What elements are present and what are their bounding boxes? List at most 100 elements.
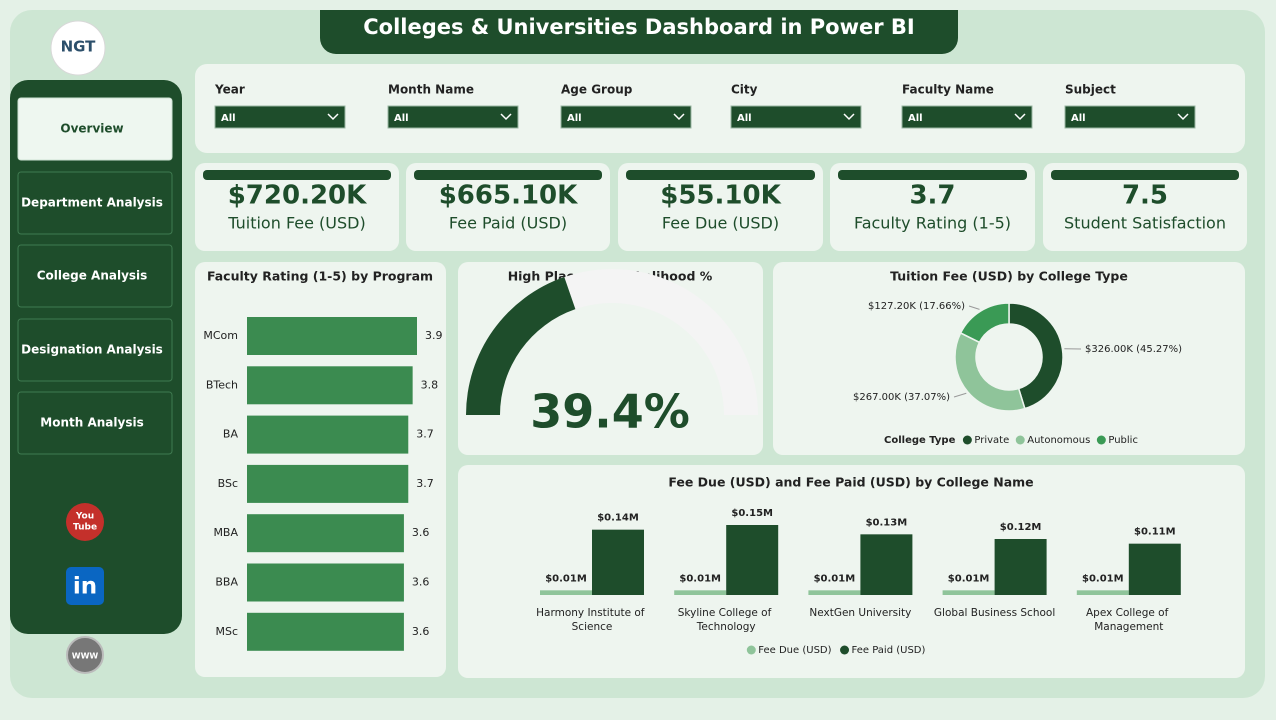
filter-value: All: [908, 113, 923, 124]
category-label: Apex College of Management: [1086, 607, 1172, 633]
gauge-value: [466, 277, 576, 415]
data-label: $0.01M: [1082, 573, 1124, 584]
data-label: $0.12M: [1000, 522, 1042, 533]
filter-value: All: [221, 113, 236, 124]
web-text: WWW: [72, 652, 99, 661]
category-label: BA: [223, 428, 239, 441]
data-label: 3.6: [412, 576, 430, 589]
gauge-label: 39.4%: [530, 385, 690, 439]
data-label: $0.01M: [948, 573, 990, 584]
chevron: [327, 113, 339, 121]
kpi-value: 7.5: [1122, 181, 1168, 211]
filter-value: All: [567, 113, 582, 124]
bar: [592, 529, 644, 595]
kpi-strip: [414, 170, 602, 180]
leader-line: [968, 305, 980, 310]
bar: [247, 612, 404, 651]
nav-label: Designation Analysis: [21, 343, 163, 357]
kpi-value: $720.20K: [228, 181, 367, 211]
logo: [50, 20, 106, 76]
data-label: $326.00K (45.27%): [1085, 344, 1182, 355]
chevron: [673, 113, 685, 121]
filter-dropdown[interactable]: [387, 105, 519, 129]
youtube-text: Tube: [73, 523, 97, 533]
chevron: [500, 113, 512, 121]
nav-button[interactable]: [17, 244, 173, 308]
data-label: 3.6: [412, 526, 430, 539]
bar: [247, 514, 404, 553]
web-icon[interactable]: [66, 636, 104, 674]
data-label: 3.9: [425, 329, 443, 342]
legend-label: Autonomous: [1027, 435, 1090, 446]
data-label: $0.01M: [814, 573, 856, 584]
data-label: $0.13M: [866, 517, 908, 528]
linkedin-icon[interactable]: [66, 567, 104, 605]
filter-value: All: [394, 113, 409, 124]
filter-label: Year: [214, 83, 245, 97]
kpi-card: [1043, 163, 1247, 251]
filter-dropdown[interactable]: [1064, 105, 1196, 129]
title-bar-top: [320, 10, 958, 30]
youtube-icon[interactable]: [66, 503, 104, 541]
bar: [1076, 590, 1129, 595]
legend-label: Public: [1108, 435, 1138, 446]
nav-button[interactable]: [17, 391, 173, 455]
legend-title: College Type: [884, 435, 956, 446]
bar: [674, 590, 727, 595]
bar: [942, 590, 995, 595]
chart-title: Tuition Fee (USD) by College Type: [890, 269, 1128, 284]
category-label: Skyline College of Technology: [678, 607, 775, 633]
legend-swatch: [1096, 435, 1106, 445]
data-label: $0.01M: [679, 573, 721, 584]
filter-panel: [195, 64, 1245, 153]
nav-label: Department Analysis: [21, 196, 163, 210]
filter-dropdown[interactable]: [901, 105, 1033, 129]
bar: [247, 317, 417, 355]
data-label: 3.7: [416, 428, 434, 441]
kpi-label: Student Satisfaction: [1064, 214, 1226, 233]
kpi-card: [618, 163, 823, 251]
legend-swatch: [840, 645, 850, 655]
filter-label: Month Name: [388, 83, 474, 97]
data-label: $127.20K (17.66%): [868, 301, 965, 312]
legend-label: Private: [974, 435, 1009, 446]
category-label: MSc: [215, 625, 238, 638]
kpi-label: Faculty Rating (1-5): [854, 214, 1011, 233]
filter-value: All: [1071, 113, 1086, 124]
filter-dropdown[interactable]: [560, 105, 692, 129]
filter-label: Faculty Name: [902, 83, 994, 97]
bar: [247, 464, 409, 503]
data-label: 3.6: [412, 625, 430, 638]
kpi-strip: [1051, 170, 1239, 180]
filter-dropdown[interactable]: [214, 105, 346, 129]
leader-line: [953, 392, 967, 398]
kpi-value: $665.10K: [439, 181, 578, 211]
bar: [994, 539, 1047, 595]
donut-slice: [959, 302, 1010, 344]
data-label: $267.00K (37.07%): [853, 392, 950, 403]
filter-dropdown[interactable]: [730, 105, 862, 129]
nav-button[interactable]: [17, 171, 173, 235]
linkedin-text: in: [73, 574, 97, 600]
bar: [726, 525, 779, 595]
kpi-value: 3.7: [909, 181, 955, 211]
legend-swatch: [746, 645, 756, 655]
kpi-strip: [626, 170, 815, 180]
legend-swatch: [962, 435, 972, 445]
nav-label: Overview: [60, 122, 123, 136]
dashboard-title: Colleges & Universities Dashboard in Pow…: [363, 15, 914, 39]
legend-label: Fee Paid (USD): [852, 645, 926, 656]
category-label: Harmony Institute of Science: [536, 607, 648, 633]
kpi-strip: [203, 170, 391, 180]
bar: [540, 590, 592, 595]
legend-label: Fee Due (USD): [758, 645, 831, 656]
bar: [808, 590, 861, 595]
nav-button[interactable]: [17, 97, 173, 161]
youtube-text: You: [75, 512, 94, 522]
chevron: [1177, 113, 1189, 121]
kpi-card: [830, 163, 1035, 251]
nav-button[interactable]: [17, 318, 173, 382]
bar: [247, 415, 409, 454]
category-label: NextGen University: [809, 607, 911, 619]
